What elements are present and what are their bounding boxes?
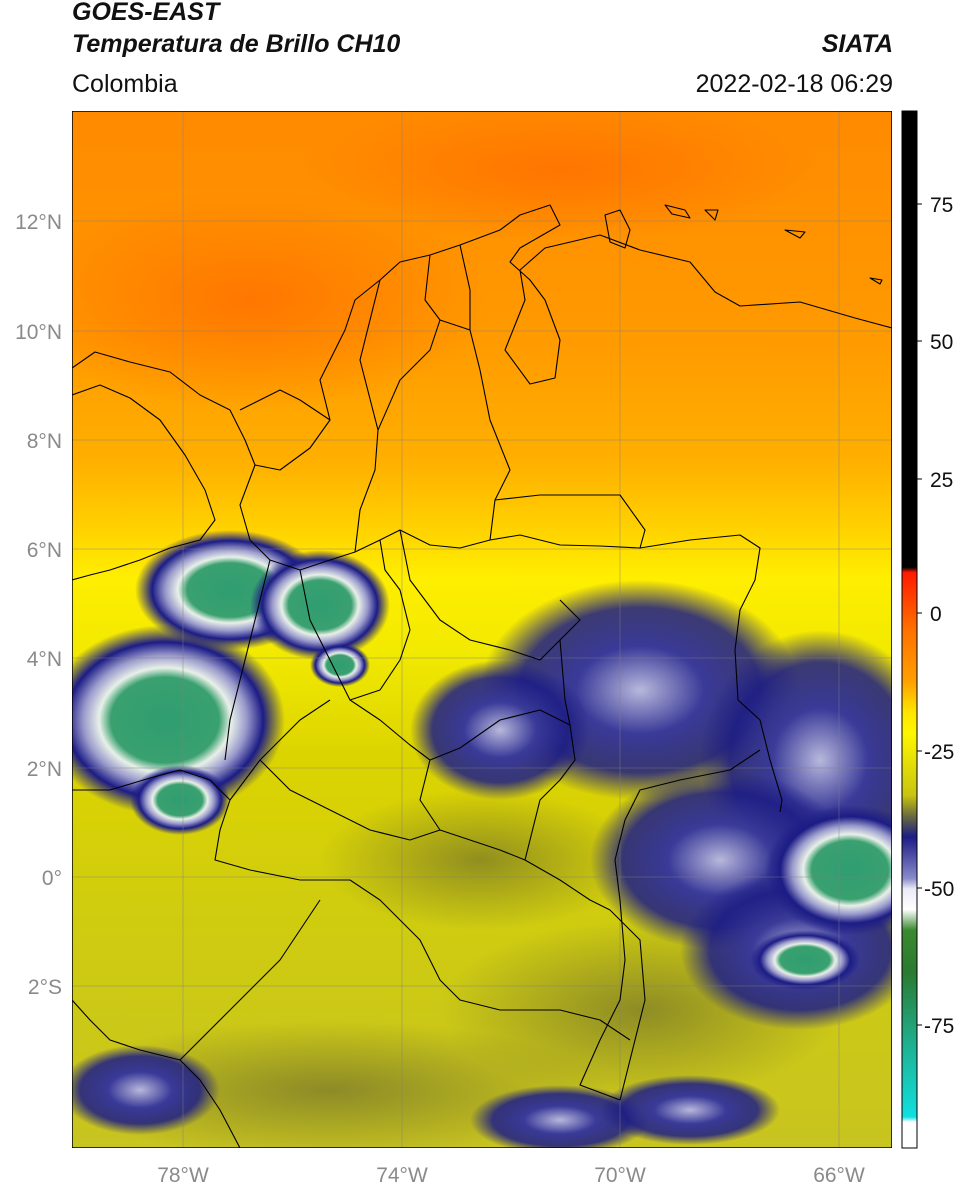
colorbar-tick-neg25: -25 [924, 741, 954, 764]
borders [72, 204, 892, 1148]
lon-label-66w: 66°W [813, 1164, 865, 1187]
datetime-label: 2022-02-18 06:29 [695, 70, 893, 98]
lat-label-12n: 12°N [15, 211, 62, 234]
colorbar-tick-neg50: -50 [924, 878, 954, 901]
colorbar-tick-50: 50 [930, 331, 953, 354]
lat-label-2s: 2°S [28, 976, 62, 999]
lat-label-2n: 2°N [27, 758, 62, 781]
colorbar-tick-neg75: -75 [924, 1015, 954, 1038]
lat-labels: 12°N 10°N 8°N 6°N 4°N 2°N 0° 2°S [15, 211, 62, 999]
lon-label-78w: 78°W [157, 1164, 209, 1187]
colorbar: 75 50 25 0 -25 -50 -75 [901, 110, 954, 1149]
lat-label-4n: 4°N [27, 648, 62, 671]
colorbar-tick-0: 0 [930, 603, 942, 626]
colorbar-scale [901, 110, 918, 1149]
lon-label-70w: 70°W [594, 1164, 646, 1187]
satellite-title: GOES-EAST [72, 0, 220, 26]
map-field [72, 111, 892, 1148]
lat-label-6n: 6°N [27, 539, 62, 562]
lat-label-8n: 8°N [27, 430, 62, 453]
lon-labels: 78°W 74°W 70°W 66°W [157, 1164, 865, 1187]
region-label: Colombia [72, 70, 178, 98]
lat-label-0: 0° [42, 867, 62, 890]
colorbar-tick-25: 25 [930, 469, 953, 492]
lon-label-74w: 74°W [376, 1164, 428, 1187]
product-title: Temperatura de Brillo CH10 [72, 30, 401, 58]
agency-label: SIATA [821, 30, 893, 58]
colorbar-tick-75: 75 [930, 194, 953, 217]
lat-label-10n: 10°N [15, 321, 62, 344]
graticule [72, 111, 892, 1148]
